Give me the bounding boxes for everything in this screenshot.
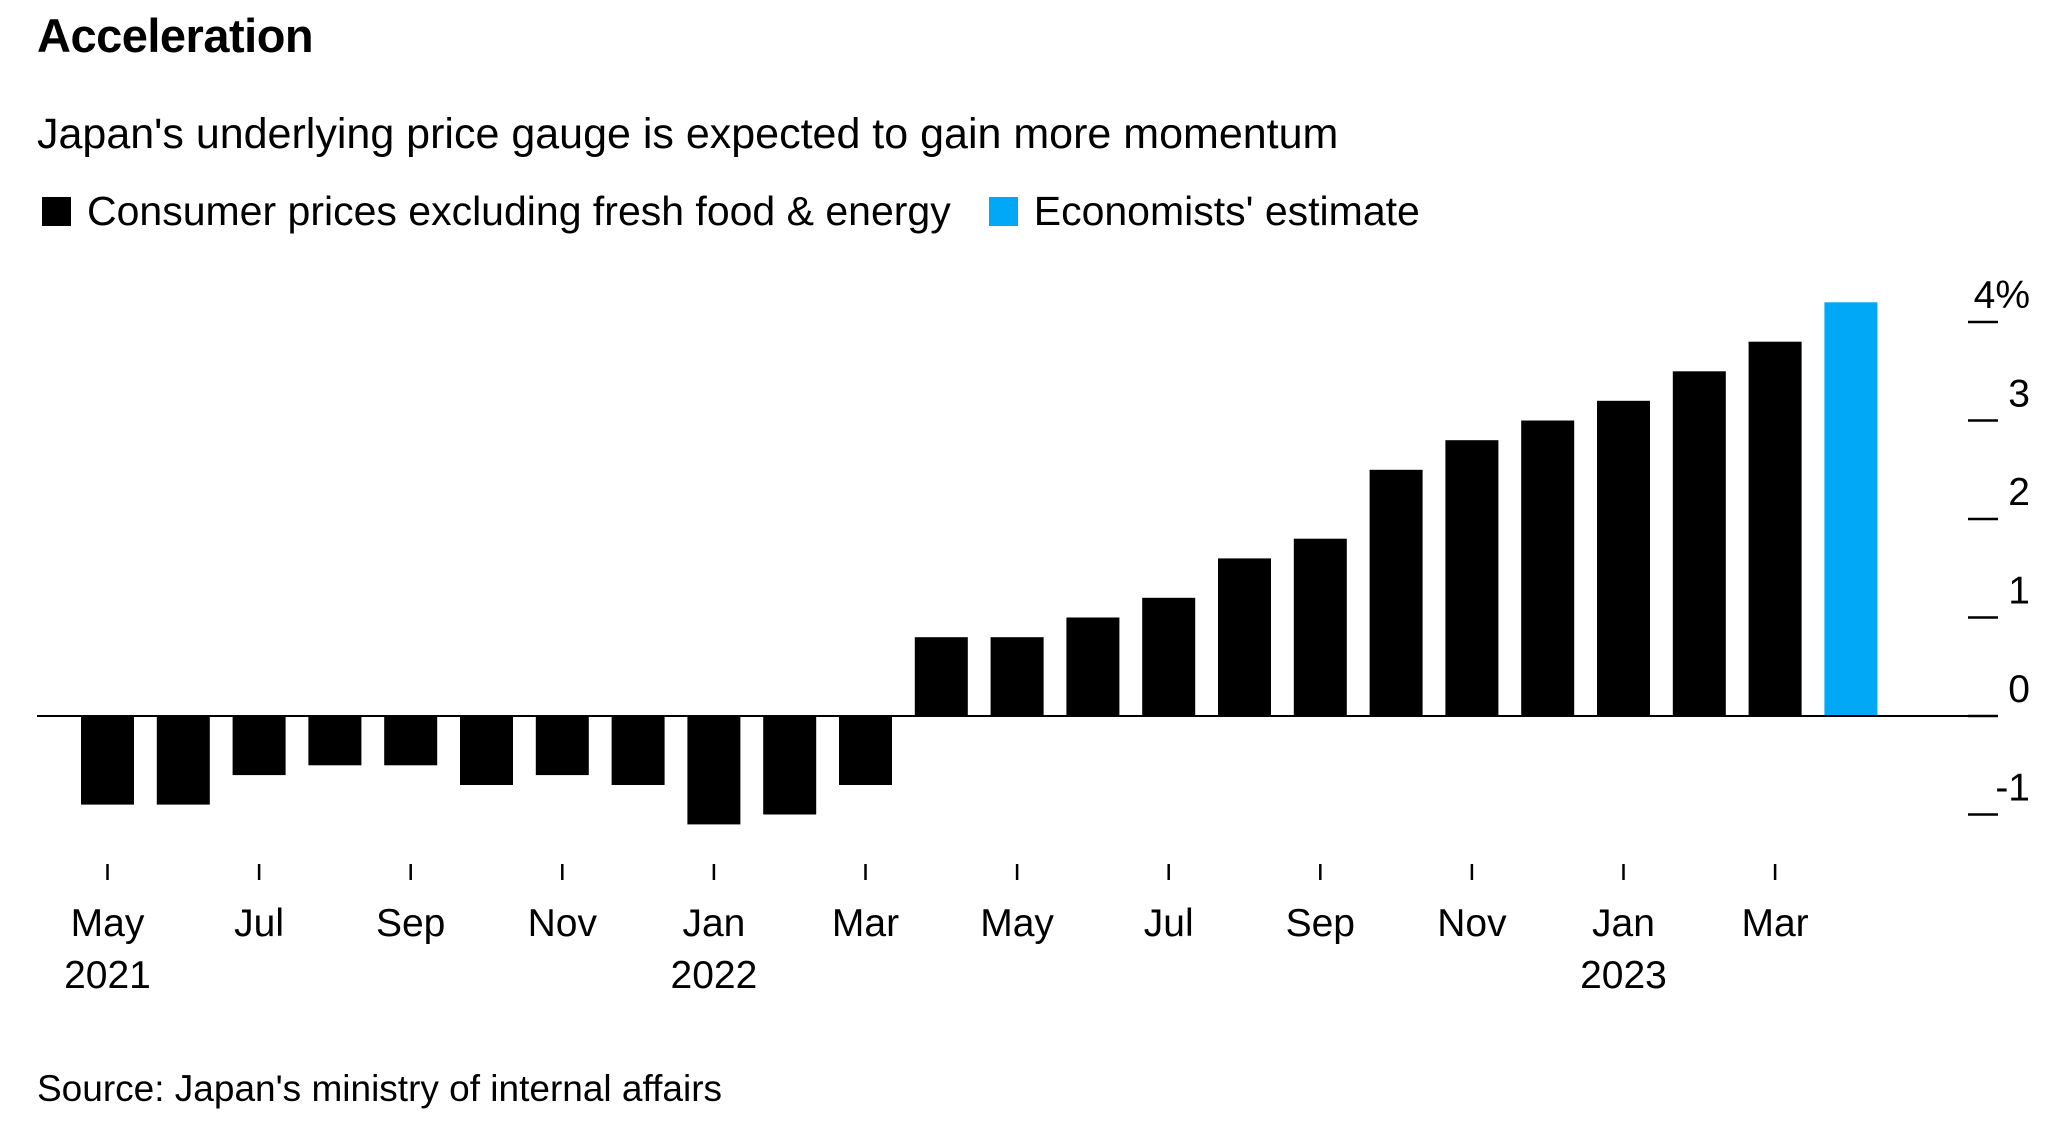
bar-consumer-prices: [611, 716, 665, 785]
y-axis-tick-label: -1: [1995, 767, 2030, 810]
bar-consumer-prices: [1521, 420, 1575, 716]
bar-consumer-prices: [308, 716, 362, 766]
legend: Consumer prices excluding fresh food & e…: [42, 186, 1458, 236]
x-axis-year-label: 2023: [1580, 954, 1667, 997]
x-axis-tick-label: Sep: [1286, 902, 1355, 945]
bar-consumer-prices: [232, 716, 286, 776]
x-axis-tick-label: May: [980, 902, 1054, 945]
bar-economists-estimate: [1824, 302, 1878, 716]
source-note: Source: Japan's ministry of internal aff…: [37, 1068, 723, 1109]
bar-consumer-prices: [1597, 400, 1650, 716]
bar-consumer-prices: [1445, 440, 1499, 716]
bar-consumer-prices: [990, 637, 1044, 716]
x-axis-tick-label: May: [71, 902, 145, 945]
bar-consumer-prices: [81, 716, 134, 805]
bar-consumer-prices: [1672, 371, 1726, 717]
chart-subtitle: Japan's underlying price gauge is expect…: [37, 110, 1339, 158]
bar-consumer-prices: [460, 716, 513, 785]
legend-label-consumer-prices: Consumer prices excluding fresh food & e…: [87, 187, 951, 234]
legend-label-economists-estimate: Economists' estimate: [1033, 187, 1420, 234]
bar-consumer-prices: [1293, 538, 1347, 716]
bar-consumer-prices: [839, 716, 892, 785]
bar-consumer-prices: [914, 637, 968, 716]
chart-title: Acceleration: [37, 9, 314, 62]
legend-swatch-economists-estimate: [988, 196, 1018, 226]
bar-consumer-prices: [763, 716, 817, 815]
x-axis-tick-label: Jan: [682, 902, 745, 945]
y-axis-tick-label: 1: [2008, 570, 2030, 613]
legend-item-economists-estimate: Economists' estimate: [988, 187, 1420, 235]
y-axis-tick-label: 0: [2008, 668, 2030, 711]
bar-consumer-prices: [384, 716, 438, 766]
legend-swatch-consumer-prices: [42, 196, 71, 226]
x-axis-tick-label: Nov: [528, 902, 598, 945]
x-axis-tick-label: Mar: [832, 902, 899, 945]
legend-item-consumer-prices: Consumer prices excluding fresh food & e…: [42, 188, 951, 235]
x-axis-tick-label: Jul: [1144, 902, 1194, 945]
x-axis-tick-label: Mar: [1742, 902, 1809, 945]
x-axis-tick-label: Jan: [1592, 902, 1655, 945]
bar-consumer-prices: [1748, 341, 1802, 716]
bar-consumer-prices: [687, 716, 741, 825]
y-axis-tick-label: 2: [2008, 471, 2030, 514]
x-axis-tick-label: Sep: [376, 902, 445, 945]
x-axis-year-label: 2021: [64, 954, 151, 997]
bar-consumer-prices: [156, 716, 210, 805]
bar-consumer-prices: [1369, 469, 1423, 717]
bar-consumer-prices: [1218, 558, 1271, 716]
y-axis-tick-label: 3: [2008, 373, 2030, 416]
x-axis-tick-label: Nov: [1437, 902, 1507, 945]
x-axis-tick-label: Jul: [234, 902, 284, 945]
bar-consumer-prices: [535, 716, 589, 776]
bar-consumer-prices: [1142, 597, 1196, 716]
x-axis-year-label: 2022: [671, 954, 758, 997]
bar-consumer-prices: [1066, 617, 1120, 716]
y-axis-tick-label: 4%: [1974, 274, 2030, 317]
